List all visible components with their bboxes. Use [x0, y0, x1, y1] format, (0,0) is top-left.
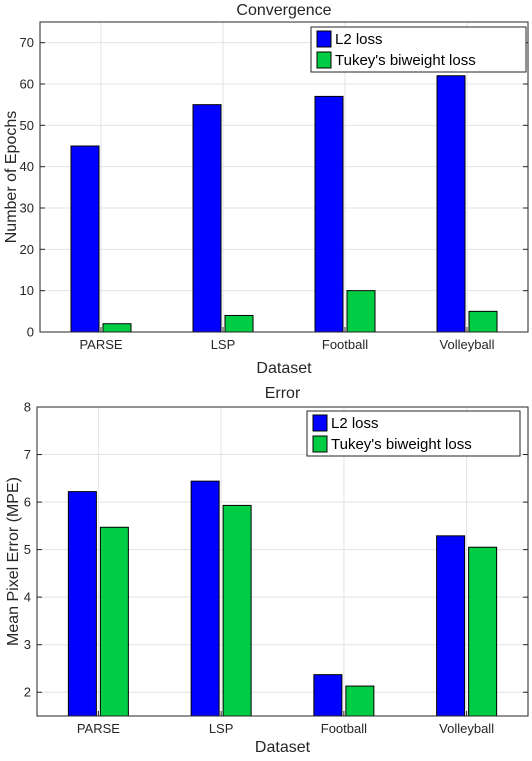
legend-swatch: [316, 30, 332, 48]
bar-tukey-s-biweight-loss-volleyball: [468, 546, 498, 717]
x-tick-label: Football: [321, 721, 367, 736]
legend-label: L2 loss: [331, 415, 379, 432]
x-tick-label: LSP: [209, 721, 234, 736]
y-tick-label: 7: [24, 447, 31, 462]
legend-label: Tukey's biweight loss: [331, 436, 472, 453]
bar-l2-loss-parse: [70, 145, 100, 333]
bar-l2-loss-football: [314, 95, 344, 333]
y-tick-label: 10: [20, 283, 34, 298]
x-tick-label: Football: [322, 337, 368, 352]
x-tick-label: Volleyball: [440, 337, 495, 352]
legend-box: [310, 26, 527, 73]
legend-swatch: [316, 51, 332, 69]
bar-tukey-s-biweight-loss-lsp: [222, 504, 252, 717]
legend-swatch: [312, 435, 328, 453]
y-tick-label: 30: [20, 201, 34, 216]
bar-tukey-s-biweight-loss-parse: [99, 526, 129, 717]
x-tick-label: PARSE: [79, 337, 122, 352]
bar-l2-loss-volleyball: [436, 75, 466, 333]
bar-l2-loss-football: [313, 674, 343, 717]
y-tick-label: 4: [24, 590, 31, 605]
y-tick-label: 3: [24, 637, 31, 652]
bar-tukey-s-biweight-loss-football: [346, 290, 376, 333]
y-tick-label: 5: [24, 542, 31, 557]
bar-tukey-s-biweight-loss-lsp: [224, 314, 254, 333]
legend-box: [306, 410, 521, 457]
bar-l2-loss-lsp: [192, 104, 222, 333]
x-tick-label: Volleyball: [439, 721, 494, 736]
bar-l2-loss-volleyball: [436, 535, 466, 717]
bar-tukey-s-biweight-loss-football: [345, 685, 375, 717]
y-tick-label: 70: [20, 35, 34, 50]
chart-1: 2 3 4 5 6 7 8 PARSE LSP Football Volleyball Error Da…: [5, 385, 529, 756]
x-axis-label: Dataset: [255, 739, 311, 756]
legend-swatch: [312, 414, 328, 432]
bar-tukey-s-biweight-loss-parse: [102, 323, 132, 333]
y-axis-label: Number of Epochs: [3, 111, 20, 244]
chart-title: Convergence: [236, 2, 331, 19]
y-tick-label: 0: [27, 325, 34, 340]
legend-label: L2 loss: [335, 31, 383, 48]
chart-0: 0 10 20 30 40 50 60 70 PARSE LSP Football Volleybal…: [3, 2, 529, 377]
bar-l2-loss-parse: [67, 491, 97, 717]
legend: L2 loss Tukey's biweight loss: [310, 26, 527, 73]
x-tick-label: PARSE: [77, 721, 120, 736]
y-tick-label: 6: [24, 495, 31, 510]
legend: L2 loss Tukey's biweight loss: [306, 410, 521, 457]
y-tick-label: 20: [20, 242, 34, 257]
x-axis-label: Dataset: [256, 360, 312, 377]
y-tick-label: 50: [20, 118, 34, 133]
plot-area-frame: [36, 406, 529, 717]
x-tick-label: LSP: [211, 337, 236, 352]
legend-label: Tukey's biweight loss: [335, 52, 476, 69]
plot-area-frame: [39, 21, 529, 333]
bar-tukey-s-biweight-loss-volleyball: [468, 310, 498, 333]
chart-title: Error: [265, 385, 301, 402]
y-tick-label: 40: [20, 159, 34, 174]
y-tick-label: 2: [24, 685, 31, 700]
y-tick-label: 60: [20, 77, 34, 92]
y-tick-label: 8: [24, 400, 31, 415]
bar-l2-loss-lsp: [190, 480, 220, 717]
y-axis-label: Mean Pixel Error (MPE): [5, 477, 22, 646]
